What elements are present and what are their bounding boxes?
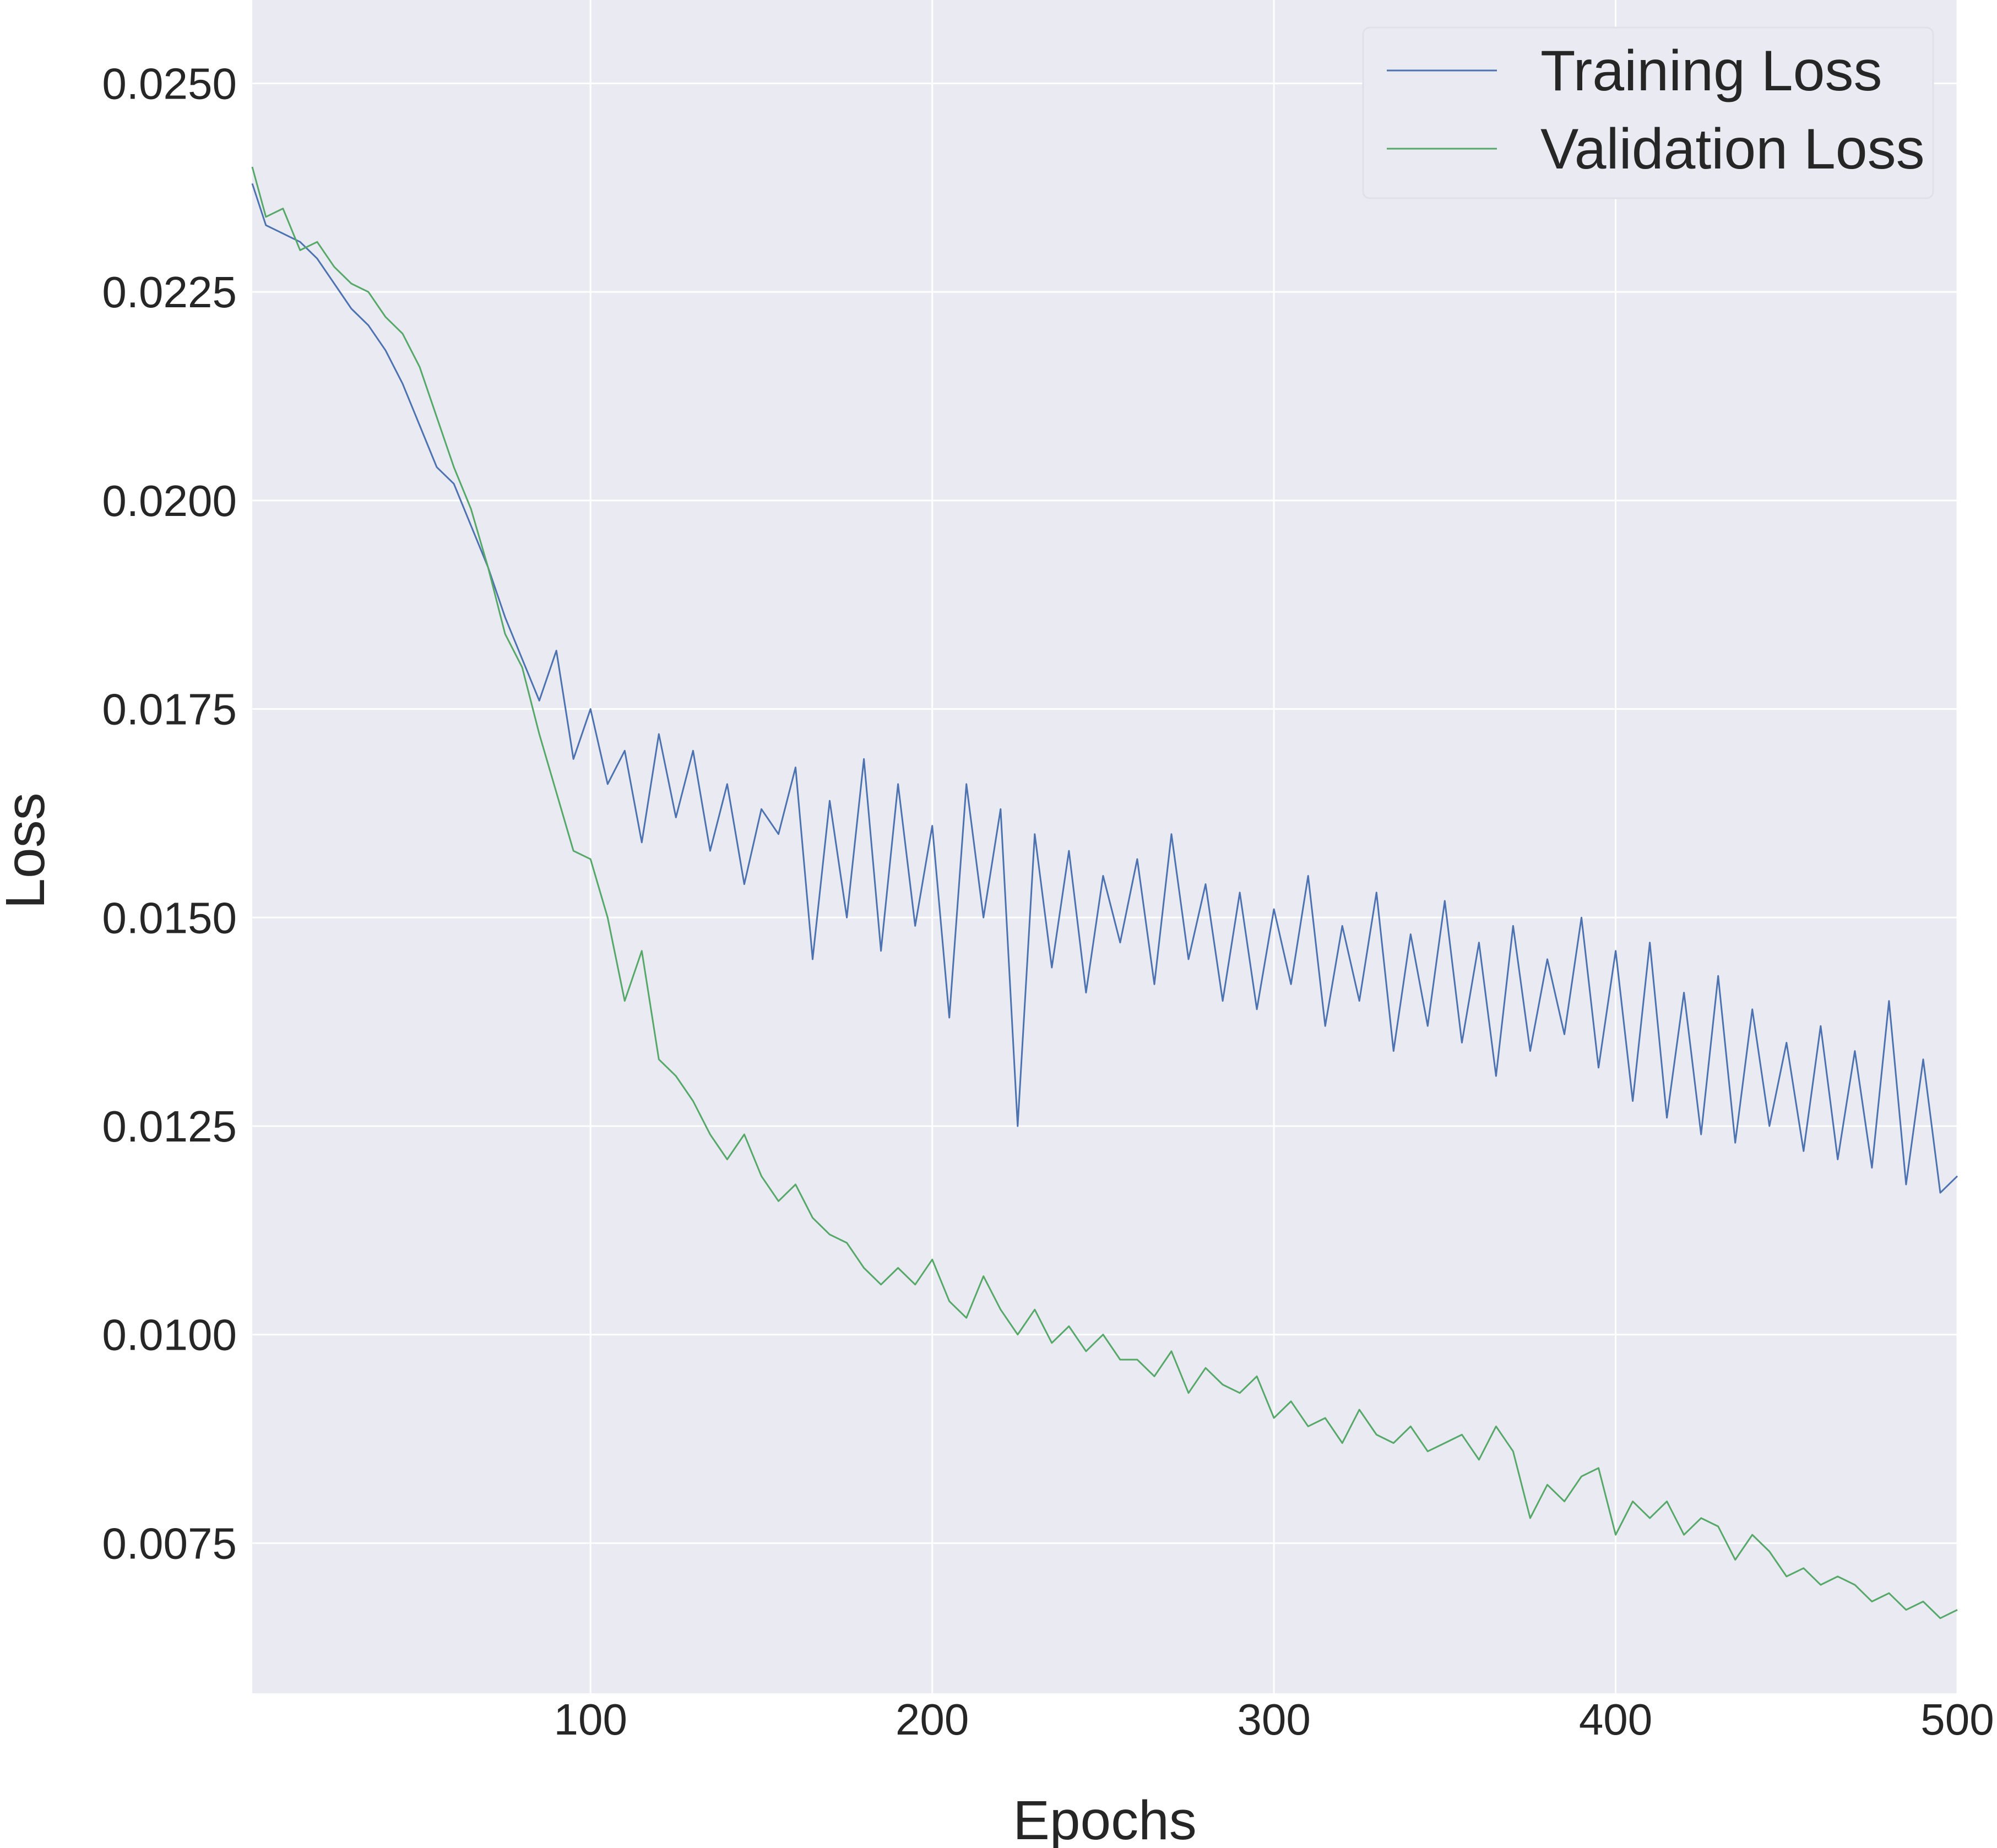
y-tick-labels: 0.0075 0.0100 0.0125 0.0150 0.0175 0.0200 0.02… bbox=[102, 59, 237, 1568]
x-tick-label: 500 bbox=[1920, 1695, 1994, 1744]
legend-box bbox=[1362, 26, 1934, 199]
x-tick-labels: 100 200 300 400 500 bbox=[553, 1695, 1994, 1744]
y-tick-label: 0.0075 bbox=[102, 1519, 237, 1568]
y-axis-title: Loss bbox=[0, 792, 56, 909]
plot-background bbox=[252, 0, 1957, 1693]
legend: Training Loss Validation Loss bbox=[1362, 26, 1934, 199]
x-tick-label: 300 bbox=[1237, 1695, 1310, 1744]
validation-loss-line bbox=[251, 166, 1958, 1619]
y-tick-label: 0.0150 bbox=[102, 893, 237, 942]
legend-label-training: Training Loss bbox=[1540, 39, 1882, 103]
y-tick-label: 0.0175 bbox=[102, 685, 237, 734]
y-tick-label: 0.0125 bbox=[102, 1102, 237, 1151]
series-lines bbox=[251, 166, 1958, 1619]
y-tick-label: 0.0225 bbox=[102, 268, 237, 317]
training-loss-line bbox=[251, 183, 1958, 1194]
x-tick-label: 200 bbox=[896, 1695, 969, 1744]
legend-label-validation: Validation Loss bbox=[1540, 117, 1925, 181]
y-tick-label: 0.0200 bbox=[102, 476, 237, 525]
x-tick-label: 400 bbox=[1579, 1695, 1652, 1744]
grid-lines bbox=[252, 0, 1958, 1693]
y-tick-label: 0.0100 bbox=[102, 1311, 237, 1360]
x-tick-label: 100 bbox=[553, 1695, 627, 1744]
x-axis-title: Epochs bbox=[1013, 1790, 1197, 1848]
y-tick-label: 0.0250 bbox=[102, 59, 237, 108]
